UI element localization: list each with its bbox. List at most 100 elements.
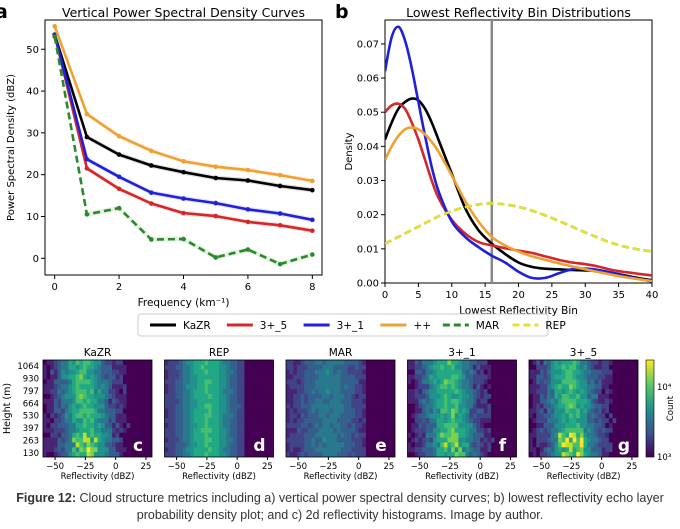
heatmap-cell — [266, 398, 271, 405]
heatmap-cell — [219, 369, 224, 376]
heatmap-cell — [458, 393, 463, 400]
heatmap-cell — [447, 447, 452, 453]
heatmap-cell — [576, 427, 581, 434]
heatmap-cell — [182, 452, 187, 457]
heatmap-cell — [53, 398, 59, 405]
heatmap-cell — [318, 369, 323, 376]
x-tick-label: 2 — [116, 282, 122, 293]
heatmap-cell — [634, 369, 638, 376]
heatmap-cell — [491, 408, 496, 414]
heatmap-cell — [340, 374, 345, 380]
heatmap-cell — [344, 408, 349, 414]
heatmap-cell — [440, 442, 445, 448]
heatmap-cell — [509, 442, 514, 448]
heatmap-cell — [148, 413, 152, 419]
heatmap-cell — [362, 393, 367, 400]
heatmap-cell — [536, 374, 541, 380]
heatmap-cell — [630, 364, 635, 371]
heatmap-cell — [561, 418, 566, 424]
heatmap-cell — [465, 384, 470, 390]
heatmap-cell — [248, 403, 253, 409]
heatmap-cell — [480, 364, 485, 371]
heatmap-cell — [623, 398, 628, 405]
heatmap-x-tick-label: 0 — [599, 462, 604, 472]
heatmap-cell — [509, 398, 514, 405]
heatmap-cell — [108, 393, 113, 400]
heatmap-cell — [179, 379, 184, 385]
heatmap-cell — [208, 398, 213, 405]
heatmap-cell — [130, 398, 135, 405]
heatmap-cell — [300, 442, 305, 448]
heatmap-cell — [211, 452, 216, 457]
heatmap-cell — [365, 379, 371, 385]
heatmap-cell — [204, 427, 209, 434]
heatmap-cell — [365, 384, 371, 390]
heatmap-cell — [72, 408, 77, 414]
heatmap-cell — [605, 432, 610, 439]
heatmap-cell — [472, 360, 478, 366]
heatmap-cell — [204, 360, 209, 366]
heatmap-cell — [130, 432, 135, 439]
heatmap-cell — [590, 364, 595, 371]
heatmap-cell — [411, 418, 416, 424]
heatmap-cell — [494, 393, 499, 400]
heatmap-cell — [376, 413, 381, 419]
heatmap-cell — [561, 413, 566, 419]
heatmap-cell — [115, 398, 120, 405]
heatmap-cell — [418, 427, 423, 434]
x-axis-label: Frequency (km⁻¹) — [138, 297, 230, 309]
heatmap-cell — [215, 413, 220, 419]
heatmap-cell — [307, 374, 312, 380]
heatmap-cell — [189, 432, 195, 439]
heatmap-cell — [204, 398, 209, 405]
heatmap-cell — [289, 369, 294, 376]
heatmap-cell — [304, 379, 309, 385]
heatmap-x-tick-label: −50 — [289, 462, 307, 472]
heatmap-cell — [623, 379, 628, 385]
heatmap-cell — [347, 432, 352, 439]
heatmap-cell — [447, 379, 452, 385]
heatmap-cell — [623, 384, 628, 390]
heatmap-cell — [315, 418, 320, 424]
heatmap-cell — [605, 384, 610, 390]
heatmap-cell — [543, 432, 548, 439]
heatmap-cell — [222, 413, 227, 419]
heatmap-cell — [414, 389, 419, 395]
heatmap-cell — [182, 374, 187, 380]
heatmap-cell — [72, 447, 77, 453]
heatmap-cell — [148, 447, 152, 453]
heatmap-cell — [529, 423, 534, 429]
heatmap-cell — [251, 389, 256, 395]
heatmap-cell — [258, 389, 264, 395]
heatmap-cell — [269, 398, 274, 405]
data-point-3+_5 — [213, 213, 219, 219]
legend-label: 3+_5 — [260, 320, 287, 332]
heatmap-cell — [543, 418, 548, 424]
heatmap-cell — [462, 389, 467, 395]
heatmap-cell — [64, 379, 69, 385]
heatmap-cell — [340, 398, 345, 405]
heatmap-cell — [101, 364, 106, 371]
heatmap-cell — [336, 379, 341, 385]
heatmap-cell — [380, 452, 385, 457]
heatmap-cell — [454, 369, 459, 376]
heatmap-cell — [376, 384, 381, 390]
heatmap-cell — [130, 384, 135, 390]
heatmap-cell — [175, 374, 180, 380]
y-tick-label: 0.01 — [357, 244, 379, 255]
heatmap-cell — [616, 423, 621, 429]
heatmap-cell — [568, 360, 574, 366]
heatmap-cell — [64, 432, 69, 439]
heatmap-cell — [565, 408, 570, 414]
heatmap-cell — [133, 369, 138, 376]
heatmap-cell — [422, 408, 427, 414]
heatmap-cell — [601, 452, 606, 457]
heatmap-cell — [418, 398, 423, 405]
heatmap-cell — [104, 408, 109, 414]
heatmap-cell — [189, 413, 195, 419]
heatmap-cell — [164, 408, 169, 414]
heatmap-cell — [543, 369, 548, 376]
heatmap-cell — [244, 384, 249, 390]
heatmap-cell — [465, 398, 470, 405]
heatmap-cell — [572, 432, 577, 439]
